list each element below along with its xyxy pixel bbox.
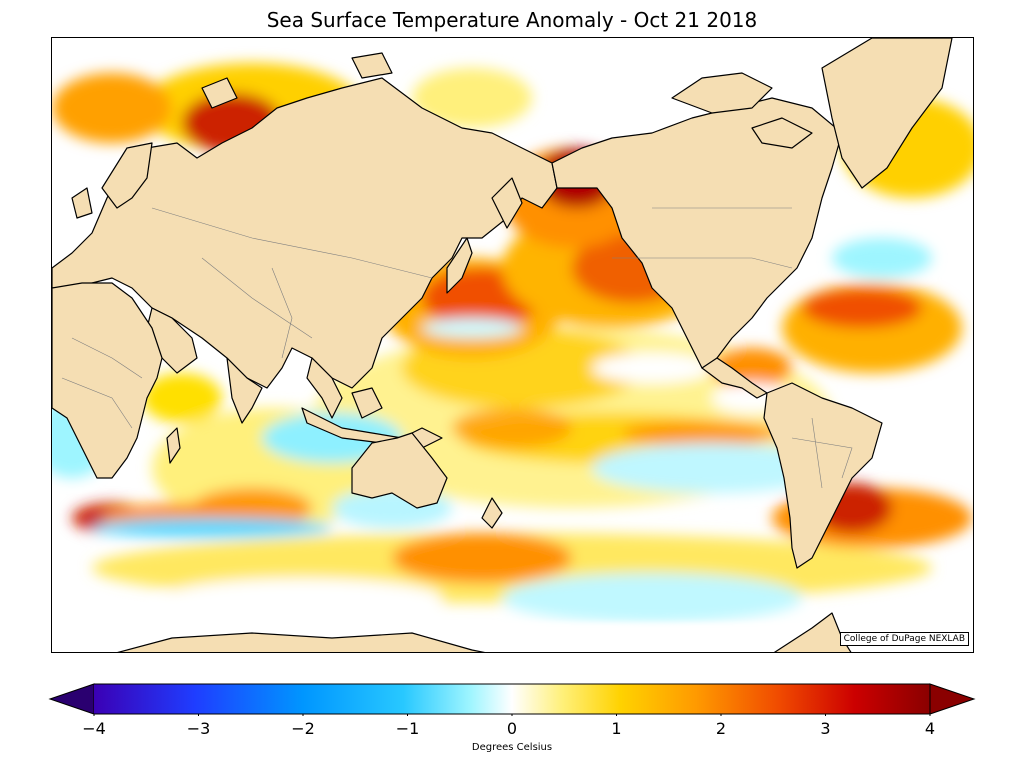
colorbar-tick-label: 0 [506,719,518,738]
new-zealand [481,497,503,529]
scandinavia [101,142,153,209]
colorbar-tick-label: −1 [395,719,420,738]
colorbar-extend-min [48,683,95,715]
colorbar [48,683,976,716]
colorbar-tick-label: 3 [820,719,831,738]
eurasia [52,77,558,389]
colorbar-tick-label: −4 [82,719,106,738]
colorbar-tick-label: 1 [611,719,622,738]
page-title: Sea Surface Temperature Anomaly - Oct 21… [266,8,758,32]
colorbar-tick-label: 2 [715,719,727,738]
credit-label: College of DuPage NEXLAB [839,632,969,646]
greenland [821,38,953,189]
japan [446,237,473,294]
se-asia [306,357,343,419]
colorbar-gradient [94,684,930,714]
kamchatka [491,177,523,229]
british-isles [71,187,93,219]
antarctica [117,632,486,652]
colorbar-extend-max [929,683,976,715]
land [52,38,953,652]
africa [52,282,163,479]
colorbar-tick-label: 4 [924,719,936,738]
country-borders [61,207,853,489]
india [226,357,263,424]
sst-anomaly-map [52,38,973,652]
map-frame: College of DuPage NEXLAB [51,37,974,653]
madagascar [166,427,181,464]
colorbar-label: Degrees Celsius [471,742,553,753]
australia [351,432,448,509]
borneo [351,387,383,419]
colorbar-tick-label: −3 [186,719,211,738]
arctic-islands [671,72,773,114]
colorbar-tick-label: −2 [291,719,315,738]
south-america [763,382,883,569]
